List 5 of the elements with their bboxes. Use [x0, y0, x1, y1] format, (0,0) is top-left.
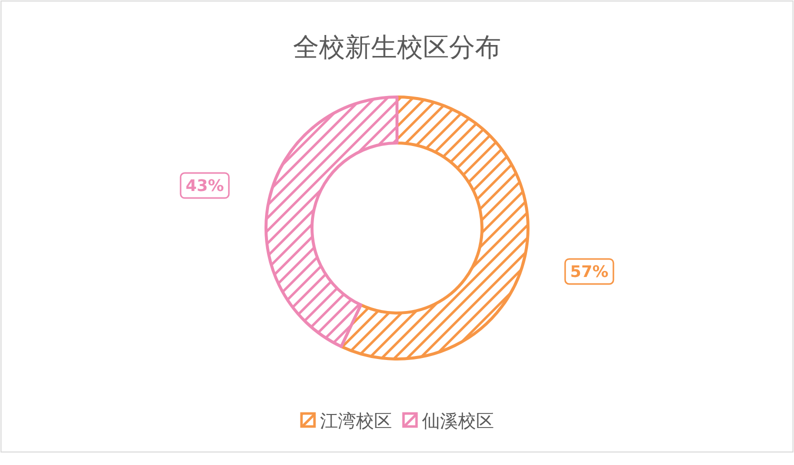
legend-label: 仙溪校区 [422, 411, 494, 432]
chart-title: 全校新生校区分布 [293, 33, 501, 63]
data-label: 57% [570, 262, 608, 281]
data-label: 43% [186, 176, 224, 196]
legend-label: 江湾校区 [320, 411, 392, 432]
